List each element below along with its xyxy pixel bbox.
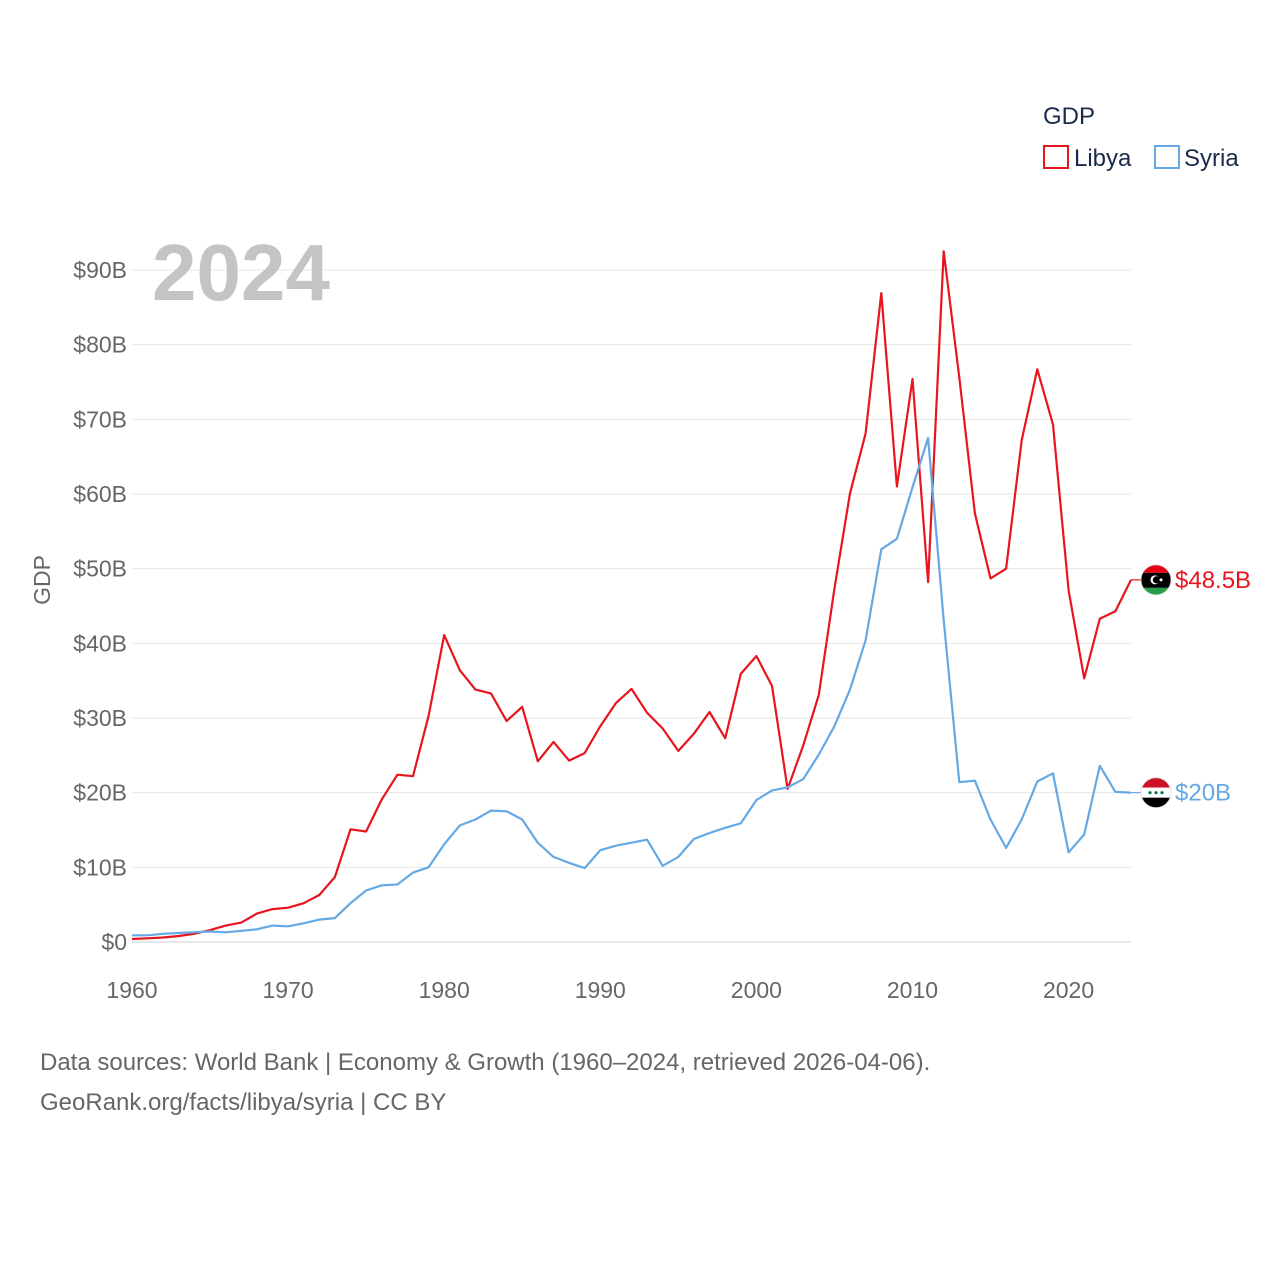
source-line: Data sources: World Bank | Economy & Gro… (40, 1049, 931, 1076)
legend-swatch-libya[interactable] (1043, 145, 1069, 169)
source-footer: Data sources: World Bank | Economy & Gro… (40, 1043, 930, 1123)
y-tick-label: $30B (73, 705, 127, 731)
series-line-syria[interactable] (132, 436, 1132, 937)
x-tick-label: 2020 (1043, 977, 1094, 1003)
series-end-markers: $48.5B $20B (1131, 564, 1251, 809)
legend-label-syria[interactable]: Syria (1184, 145, 1239, 172)
x-tick-label: 1990 (575, 977, 626, 1003)
legend-swatch-syria[interactable] (1154, 145, 1180, 169)
y-tick-label: $90B (73, 257, 127, 283)
x-tick-label: 2010 (887, 977, 938, 1003)
legend-label-libya[interactable]: Libya (1074, 145, 1132, 172)
year-overlay: 2024 (152, 228, 330, 317)
x-tick-label: 1970 (263, 977, 314, 1003)
x-tick-label: 2000 (731, 977, 782, 1003)
end-value-label-libya: $48.5B (1175, 567, 1251, 594)
credit-line: GeoRank.org/facts/libya/syria | CC BY (40, 1089, 447, 1116)
syria-flag-icon (1140, 777, 1172, 809)
y-axis-title: GDP (29, 555, 55, 605)
y-tick-label: $50B (73, 556, 127, 582)
gdp-line-chart: $0 $10B $20B $30B $40B $50B $60B $70B $80B $90B 1… (29, 103, 1251, 1003)
y-tick-label: $0 (101, 929, 127, 955)
y-tick-label: $60B (73, 481, 127, 507)
end-value-label-syria: $20B (1175, 780, 1231, 807)
x-tick-label: 1960 (106, 977, 157, 1003)
y-tick-label: $40B (73, 630, 127, 656)
y-tick-label: $80B (73, 332, 127, 358)
series-line-libya[interactable] (131, 250, 1132, 941)
legend: GDP Libya Syria (1043, 103, 1239, 172)
y-axis-ticks: $0 $10B $20B $30B $40B $50B $60B $70B $80B $90B (73, 257, 127, 955)
y-tick-label: $20B (73, 780, 127, 806)
libya-flag-icon (1140, 564, 1172, 596)
series-lines (131, 250, 1132, 941)
legend-title: GDP (1043, 103, 1095, 130)
x-tick-label: 1980 (419, 977, 470, 1003)
x-axis-ticks: 1960 1970 1980 1990 2000 2010 2020 (106, 977, 1094, 1003)
y-tick-label: $10B (73, 854, 127, 880)
gridlines (132, 269, 1131, 943)
y-tick-label: $70B (73, 406, 127, 432)
